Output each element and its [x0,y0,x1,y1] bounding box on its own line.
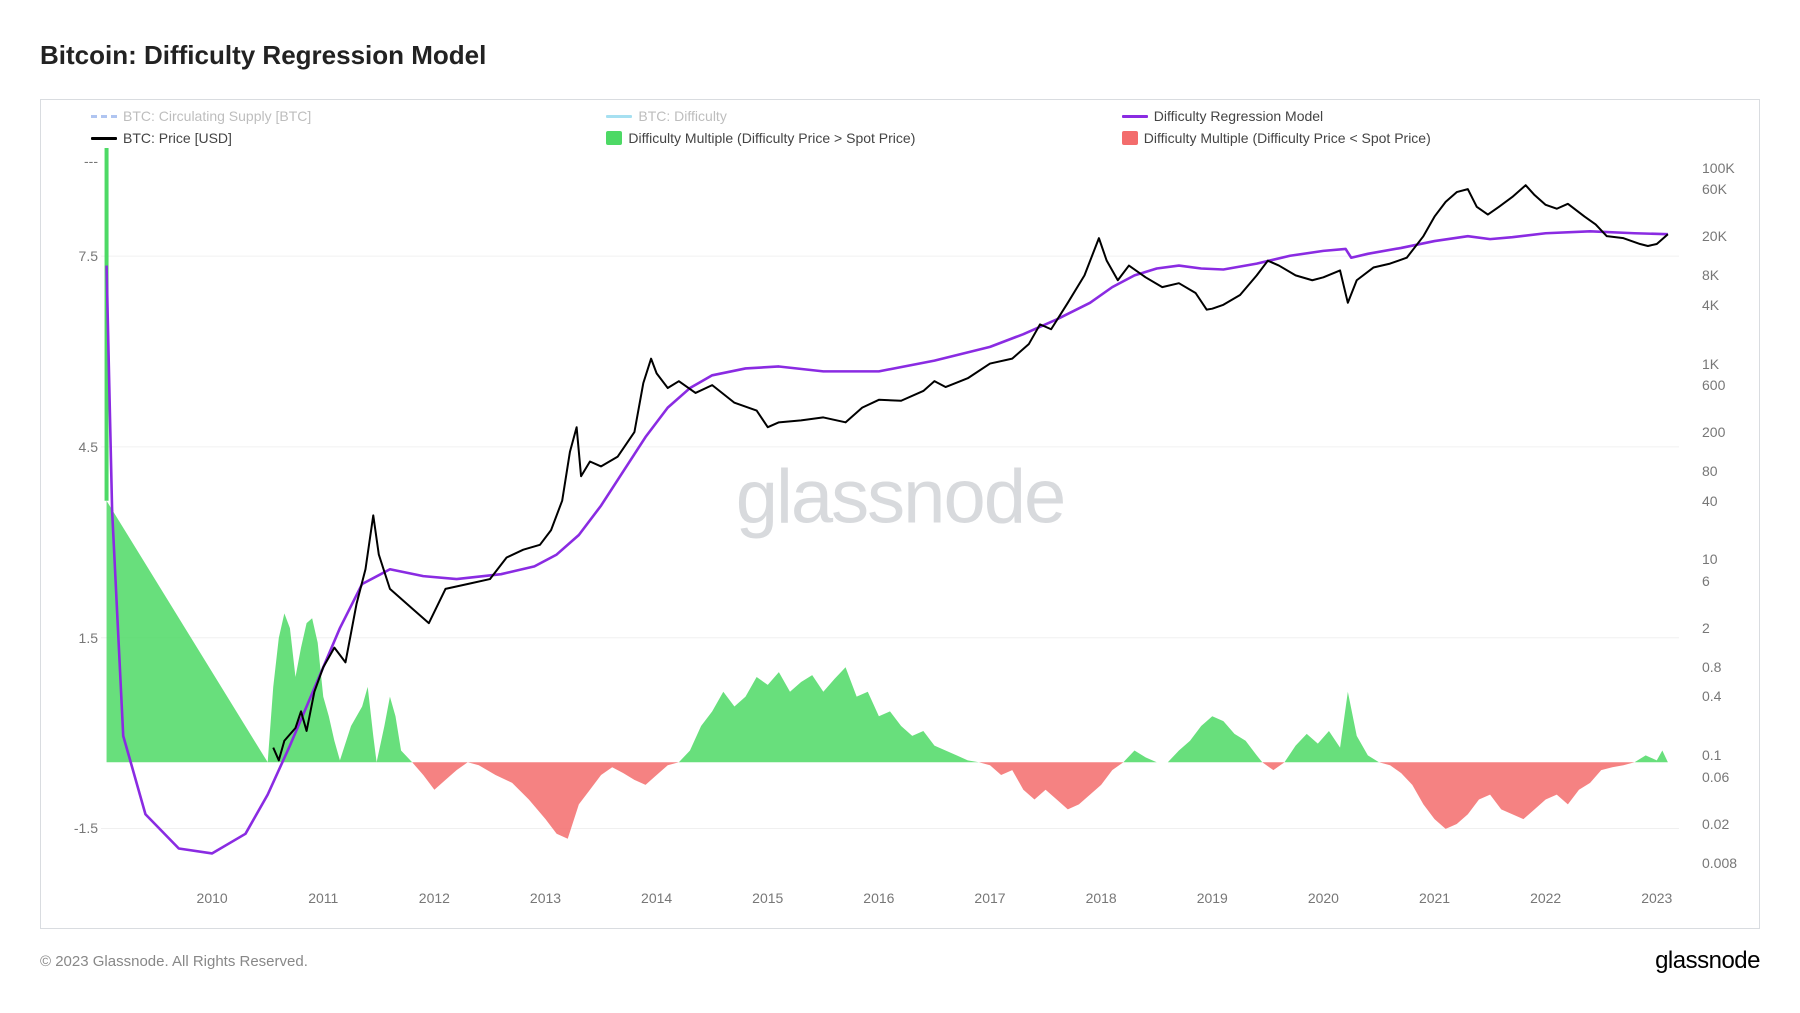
x-tick: 2010 [197,890,228,906]
y-right-tick: 4K [1702,297,1757,313]
x-tick: 2023 [1641,890,1672,906]
y-right-tick: 80 [1702,463,1757,479]
legend-item[interactable]: Difficulty Multiple (Difficulty Price < … [1122,130,1431,146]
legend-swatch [91,115,117,118]
x-tick: 2012 [419,890,450,906]
legend-label: Difficulty Multiple (Difficulty Price < … [1144,130,1431,146]
legend-label: Difficulty Regression Model [1154,108,1323,124]
y-left-dash-mark: --- [43,153,98,169]
x-tick: 2022 [1530,890,1561,906]
legend-swatch [1122,115,1148,118]
y-right-tick: 40 [1702,493,1757,509]
copyright-text: © 2023 Glassnode. All Rights Reserved. [40,953,308,970]
y-right-tick: 1K [1702,356,1757,372]
y-right-tick: 0.02 [1702,816,1757,832]
y-right-tick: 10 [1702,551,1757,567]
plot-area [101,148,1679,873]
x-tick: 2013 [530,890,561,906]
footer: © 2023 Glassnode. All Rights Reserved. g… [40,947,1760,975]
legend-swatch [606,131,622,145]
x-tick: 2019 [1197,890,1228,906]
y-left-tick: 1.5 [43,630,98,646]
x-tick: 2014 [641,890,672,906]
page-root: Bitcoin: Difficulty Regression Model BTC… [0,0,1800,1013]
legend-item[interactable]: Difficulty Regression Model [1122,108,1323,124]
y-left-tick: 7.5 [43,248,98,264]
y-right-tick: 0.06 [1702,769,1757,785]
x-tick: 2015 [752,890,783,906]
x-tick: 2021 [1419,890,1450,906]
x-tick: 2011 [308,890,338,906]
legend-item[interactable]: Difficulty Multiple (Difficulty Price > … [606,130,915,146]
legend-label: Difficulty Multiple (Difficulty Price > … [628,130,915,146]
y-left-axis: -1.5 1.5 4.5 7.5 --- [43,148,98,873]
y-right-tick: 200 [1702,424,1757,440]
y-left-tick: -1.5 [43,820,98,836]
y-right-tick: 600 [1702,377,1757,393]
legend-label: BTC: Difficulty [638,108,726,124]
x-axis: 2010 2011 2012 2013 2014 2015 2016 2017 2018 2019… [101,890,1679,910]
legend-label: BTC: Circulating Supply [BTC] [123,108,311,124]
legend-swatch [91,137,117,140]
chart-title: Bitcoin: Difficulty Regression Model [40,40,1760,71]
y-right-tick: 0.8 [1702,659,1757,675]
brand-logo-text: glassnode [1655,947,1760,975]
legend-swatch [1122,131,1138,145]
x-tick: 2016 [863,890,894,906]
y-right-tick: 0.4 [1702,688,1757,704]
legend-swatch [606,115,632,118]
y-right-tick: 8K [1702,267,1757,283]
y-right-tick: 6 [1702,573,1757,589]
legend-row-1: BTC: Circulating Supply [BTC] BTC: Diffic… [41,108,1759,130]
legend-label: BTC: Price [USD] [123,130,232,146]
y-right-tick: 20K [1702,228,1757,244]
x-tick: 2020 [1308,890,1339,906]
y-left-tick: 4.5 [43,439,98,455]
chart-frame: BTC: Circulating Supply [BTC] BTC: Diffic… [40,99,1760,929]
y-right-tick: 0.008 [1702,855,1757,871]
x-tick: 2018 [1086,890,1117,906]
y-right-tick: 100K [1702,160,1757,176]
y-right-tick: 0.1 [1702,747,1757,763]
legend-item[interactable]: BTC: Price [USD] [91,130,232,146]
y-right-tick: 2 [1702,620,1757,636]
y-right-axis: 0.008 0.02 0.06 0.1 0.4 0.8 2 6 10 40 80 200 600 1K 4K… [1702,148,1757,873]
legend-item[interactable]: BTC: Circulating Supply [BTC] [91,108,311,124]
legend: BTC: Circulating Supply [BTC] BTC: Diffic… [41,108,1759,152]
legend-item[interactable]: BTC: Difficulty [606,108,726,124]
y-right-tick: 60K [1702,181,1757,197]
x-tick: 2017 [974,890,1005,906]
plot-svg [101,148,1679,873]
